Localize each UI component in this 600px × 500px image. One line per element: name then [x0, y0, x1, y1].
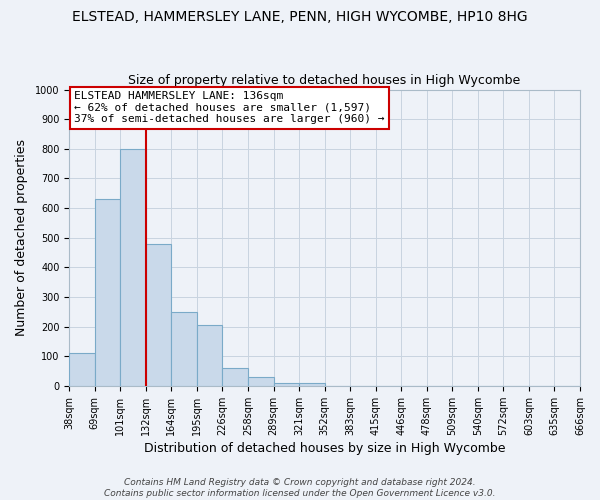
Bar: [146, 244, 172, 386]
Text: ELSTEAD, HAMMERSLEY LANE, PENN, HIGH WYCOMBE, HP10 8HG: ELSTEAD, HAMMERSLEY LANE, PENN, HIGH WYC…: [72, 10, 528, 24]
Title: Size of property relative to detached houses in High Wycombe: Size of property relative to detached ho…: [128, 74, 521, 87]
Bar: [95, 199, 120, 386]
Bar: [248, 377, 274, 386]
Bar: [69, 353, 95, 386]
Text: ELSTEAD HAMMERSLEY LANE: 136sqm
← 62% of detached houses are smaller (1,597)
37%: ELSTEAD HAMMERSLEY LANE: 136sqm ← 62% of…: [74, 91, 385, 124]
Bar: [299, 383, 325, 386]
Y-axis label: Number of detached properties: Number of detached properties: [15, 139, 28, 336]
Bar: [120, 149, 146, 386]
Bar: [274, 383, 299, 386]
Text: Contains HM Land Registry data © Crown copyright and database right 2024.
Contai: Contains HM Land Registry data © Crown c…: [104, 478, 496, 498]
Bar: [223, 368, 248, 386]
X-axis label: Distribution of detached houses by size in High Wycombe: Distribution of detached houses by size …: [144, 442, 505, 455]
Bar: [172, 312, 197, 386]
Bar: [197, 325, 223, 386]
